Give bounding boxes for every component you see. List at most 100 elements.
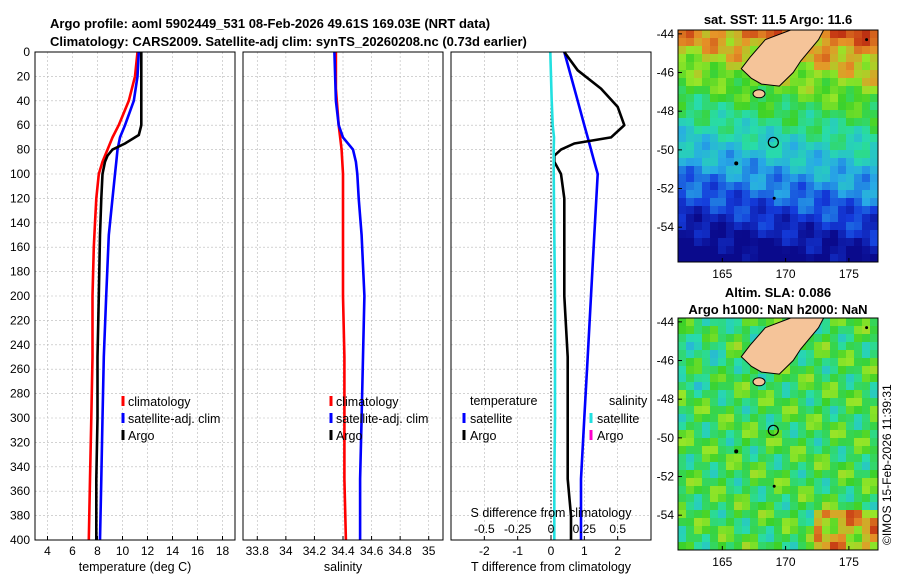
map-cell bbox=[854, 382, 863, 391]
map-cell bbox=[774, 198, 783, 207]
map-cell bbox=[718, 142, 727, 151]
map-cell bbox=[766, 398, 775, 407]
y-tick-label: 80 bbox=[17, 143, 31, 157]
map-cell bbox=[726, 118, 735, 127]
map-cell bbox=[702, 358, 711, 367]
map-cell bbox=[774, 190, 783, 199]
map-cell bbox=[734, 238, 743, 247]
map-cell bbox=[854, 38, 863, 47]
map-cell bbox=[758, 142, 767, 151]
map-cell bbox=[790, 166, 799, 175]
y-tick-label: 20 bbox=[17, 69, 31, 83]
map-cell bbox=[838, 502, 847, 511]
map-cell bbox=[750, 142, 759, 151]
map-cell bbox=[750, 470, 759, 479]
map-cell bbox=[854, 118, 863, 127]
map-cell bbox=[734, 350, 743, 359]
map-cell bbox=[750, 102, 759, 111]
map-cell bbox=[702, 502, 711, 511]
map-cell bbox=[702, 62, 711, 71]
map-cell bbox=[806, 110, 815, 119]
map-cell bbox=[694, 182, 703, 191]
map-cell bbox=[758, 534, 767, 543]
map-cell bbox=[870, 126, 879, 135]
map-cell bbox=[686, 446, 695, 455]
map-cell bbox=[782, 510, 791, 519]
map-cell bbox=[726, 430, 735, 439]
map-cell bbox=[846, 438, 855, 447]
map-cell bbox=[782, 254, 791, 263]
map-cell bbox=[702, 414, 711, 423]
map-cell bbox=[702, 454, 711, 463]
map-cell bbox=[718, 166, 727, 175]
map-cell bbox=[742, 54, 751, 63]
map-cell bbox=[678, 182, 687, 191]
map-cell bbox=[710, 542, 719, 551]
map-cell bbox=[822, 118, 831, 127]
map-cell bbox=[798, 454, 807, 463]
map-cell bbox=[694, 206, 703, 215]
map-cell bbox=[774, 422, 783, 431]
map-cell bbox=[766, 382, 775, 391]
map-cell bbox=[686, 526, 695, 535]
map-cell bbox=[870, 198, 879, 207]
map-cell bbox=[838, 518, 847, 527]
map-cell bbox=[870, 214, 879, 223]
series-line-argo bbox=[95, 52, 143, 540]
map-cell bbox=[726, 238, 735, 247]
map-cell bbox=[782, 470, 791, 479]
map-cell bbox=[838, 438, 847, 447]
map-cell bbox=[694, 126, 703, 135]
map-cell bbox=[846, 486, 855, 495]
map-cell bbox=[734, 438, 743, 447]
map-cell bbox=[686, 150, 695, 159]
island bbox=[752, 89, 766, 99]
map-cell bbox=[774, 102, 783, 111]
map-cell bbox=[822, 126, 831, 135]
map-cell bbox=[734, 126, 743, 135]
map-cell bbox=[694, 166, 703, 175]
map-cell bbox=[854, 334, 863, 343]
map-cell bbox=[790, 454, 799, 463]
map-cell bbox=[694, 70, 703, 79]
map-cell bbox=[782, 150, 791, 159]
map-cell bbox=[766, 246, 775, 255]
map-cell bbox=[798, 382, 807, 391]
map-cell bbox=[718, 526, 727, 535]
map-cell bbox=[822, 390, 831, 399]
lat-tick-label: -44 bbox=[657, 27, 675, 41]
map-cell bbox=[678, 374, 687, 383]
map-cell bbox=[798, 526, 807, 535]
legend-title-temperature: temperature bbox=[470, 394, 537, 408]
map-cell bbox=[862, 334, 871, 343]
map-cell bbox=[798, 238, 807, 247]
difference-panel: -2 -1 0 1 2 T difference from climatology temp… bbox=[450, 51, 652, 574]
map-cell bbox=[750, 222, 759, 231]
map-cell bbox=[822, 110, 831, 119]
map-cell bbox=[830, 382, 839, 391]
map-cell bbox=[830, 430, 839, 439]
map-cell bbox=[798, 470, 807, 479]
map-cell bbox=[798, 534, 807, 543]
map-cell bbox=[702, 446, 711, 455]
map-cell bbox=[822, 174, 831, 183]
map-cell bbox=[726, 54, 735, 63]
map-cell bbox=[814, 398, 823, 407]
map-cell bbox=[734, 470, 743, 479]
map-cell bbox=[854, 470, 863, 479]
map-cell bbox=[790, 382, 799, 391]
map-cell bbox=[854, 198, 863, 207]
map-cell bbox=[702, 206, 711, 215]
map-cell bbox=[734, 142, 743, 151]
map-cell bbox=[814, 438, 823, 447]
map-cell bbox=[838, 110, 847, 119]
map-cell bbox=[734, 78, 743, 87]
map-cell bbox=[678, 430, 687, 439]
profile-location-marker bbox=[767, 424, 779, 436]
map-cell bbox=[750, 374, 759, 383]
island bbox=[772, 196, 776, 200]
map-cell bbox=[766, 174, 775, 183]
map-cell bbox=[838, 254, 847, 263]
map-cell bbox=[718, 174, 727, 183]
map-cell bbox=[822, 206, 831, 215]
